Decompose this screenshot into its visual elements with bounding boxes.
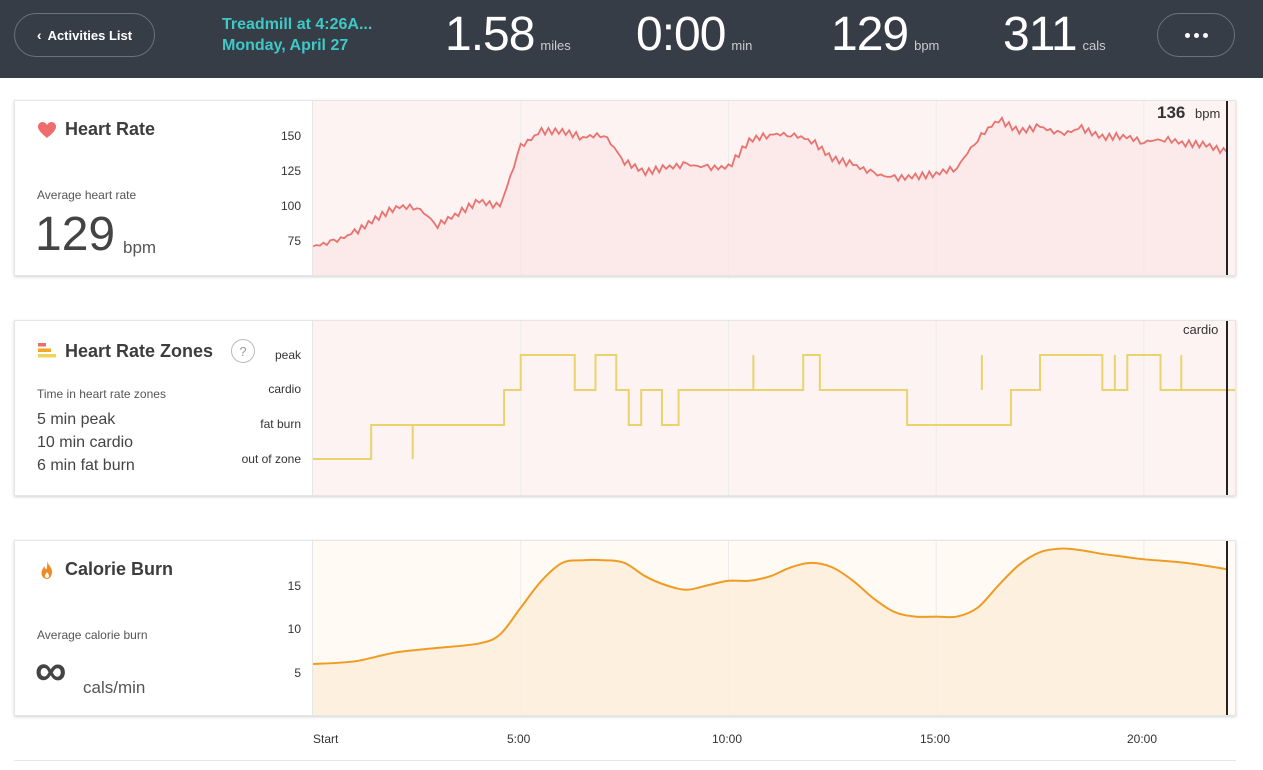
stat-distance-unit: miles: [540, 38, 571, 53]
cursor-unit: bpm: [1195, 106, 1220, 121]
ellipsis-icon: [1202, 32, 1208, 38]
x-tick-label: 15:00: [920, 732, 951, 746]
ellipsis-icon: [1193, 32, 1199, 38]
zones-title: Heart Rate Zones ?: [37, 339, 256, 363]
heart-rate-title: Heart Rate: [37, 119, 155, 140]
heart-rate-zones-card: Heart Rate Zones ? Time in heart rate zo…: [14, 320, 1236, 496]
flame-icon: [41, 560, 52, 579]
stat-distance: 1.58 miles: [445, 8, 571, 62]
calorie-area: [313, 548, 1227, 715]
y-tick-label: 150: [280, 129, 301, 143]
x-tick-label: Start: [313, 732, 339, 746]
zone-tick-label: cardio: [268, 382, 301, 396]
y-tick-label: 15: [287, 579, 301, 593]
y-tick-label: 75: [287, 234, 301, 248]
heart-rate-line: [313, 115, 1228, 248]
chevron-left-icon: ‹: [36, 27, 42, 43]
zones-icon: [38, 343, 56, 358]
zones-summary: Heart Rate Zones ? Time in heart rate zo…: [15, 321, 313, 495]
zone-tick-label: fat burn: [260, 417, 301, 431]
activity-date: Monday, April 27: [222, 37, 349, 54]
heart-icon: [38, 121, 56, 138]
zone-fatburn-time: 6 min fat burn: [37, 457, 135, 474]
calorie-chart[interactable]: [313, 541, 1235, 715]
heart-rate-area: [313, 117, 1227, 275]
cursor-value: 136: [1157, 103, 1185, 122]
calorie-title-text: Calorie Burn: [65, 559, 174, 579]
avg-heart-rate-label: Average heart rate: [37, 188, 137, 202]
heart-rate-summary: Heart Rate Average heart rate 129 bpm 15…: [15, 101, 313, 275]
stat-duration-unit: min: [731, 38, 753, 53]
stat-heart-rate: 129 bpm: [831, 8, 939, 62]
calorie-title: Calorie Burn: [37, 559, 173, 580]
zone-tick-label: out of zone: [241, 452, 301, 466]
help-icon[interactable]: ?: [231, 339, 256, 363]
heart-rate-chart[interactable]: 136 bpm: [313, 101, 1235, 275]
y-tick-label: 125: [280, 164, 301, 178]
activity-title: Treadmill at 4:26A... Monday, April 27: [222, 14, 372, 56]
activity-name: Treadmill at 4:26A...: [222, 16, 373, 33]
avg-calorie-unit: cals/min: [83, 678, 146, 697]
axis-divider: [14, 760, 1236, 761]
top-bar: ‹ Activities List Treadmill at 4:26A... …: [0, 0, 1263, 78]
stat-calories-value: 311: [1003, 8, 1078, 61]
activities-list-label: Activities List: [47, 27, 133, 43]
avg-calorie-value: ∞: [35, 646, 67, 695]
stat-calories-unit: cals: [1082, 38, 1106, 53]
stat-distance-value: 1.58: [445, 8, 535, 61]
ellipsis-icon: [1184, 32, 1190, 38]
zones-time-label: Time in heart rate zones: [37, 387, 166, 401]
calorie-line: [313, 547, 1228, 665]
calorie-summary: Calorie Burn Average calorie burn ∞ cals…: [15, 541, 313, 715]
zones-line: [313, 354, 1235, 460]
y-tick-label: 100: [280, 199, 301, 213]
avg-heart-rate-unit: bpm: [123, 238, 157, 257]
x-tick-label: 5:00: [507, 732, 531, 746]
more-options-button[interactable]: [1157, 13, 1235, 57]
activities-list-button[interactable]: ‹ Activities List: [14, 13, 155, 57]
zones-title-text: Heart Rate Zones: [65, 340, 214, 361]
x-tick-label: 20:00: [1127, 732, 1158, 746]
zones-chart[interactable]: cardio: [313, 321, 1235, 495]
heart-rate-title-text: Heart Rate: [65, 119, 156, 139]
y-tick-label: 5: [294, 666, 301, 680]
x-tick-label: 10:00: [712, 732, 743, 746]
zone-tick-label: peak: [274, 348, 301, 362]
avg-heart-rate-value: 129: [35, 208, 116, 261]
y-tick-label: 10: [287, 622, 301, 636]
stat-heart-rate-value: 129: [831, 8, 909, 61]
calorie-burn-card: Calorie Burn Average calorie burn ∞ cals…: [14, 540, 1236, 716]
stat-heart-rate-unit: bpm: [914, 38, 940, 53]
stat-calories: 311 cals: [1003, 8, 1106, 62]
zone-peak-time: 5 min peak: [37, 411, 116, 428]
stat-duration-value: 0:00: [636, 8, 726, 61]
stat-duration: 0:00 min: [636, 8, 752, 62]
heart-rate-card: Heart Rate Average heart rate 129 bpm 15…: [14, 100, 1236, 276]
chart-background: [313, 321, 1235, 495]
zone-cardio-time: 10 min cardio: [37, 434, 134, 451]
cursor-zone-label: cardio: [1183, 322, 1218, 337]
avg-calorie-label: Average calorie burn: [37, 628, 148, 642]
